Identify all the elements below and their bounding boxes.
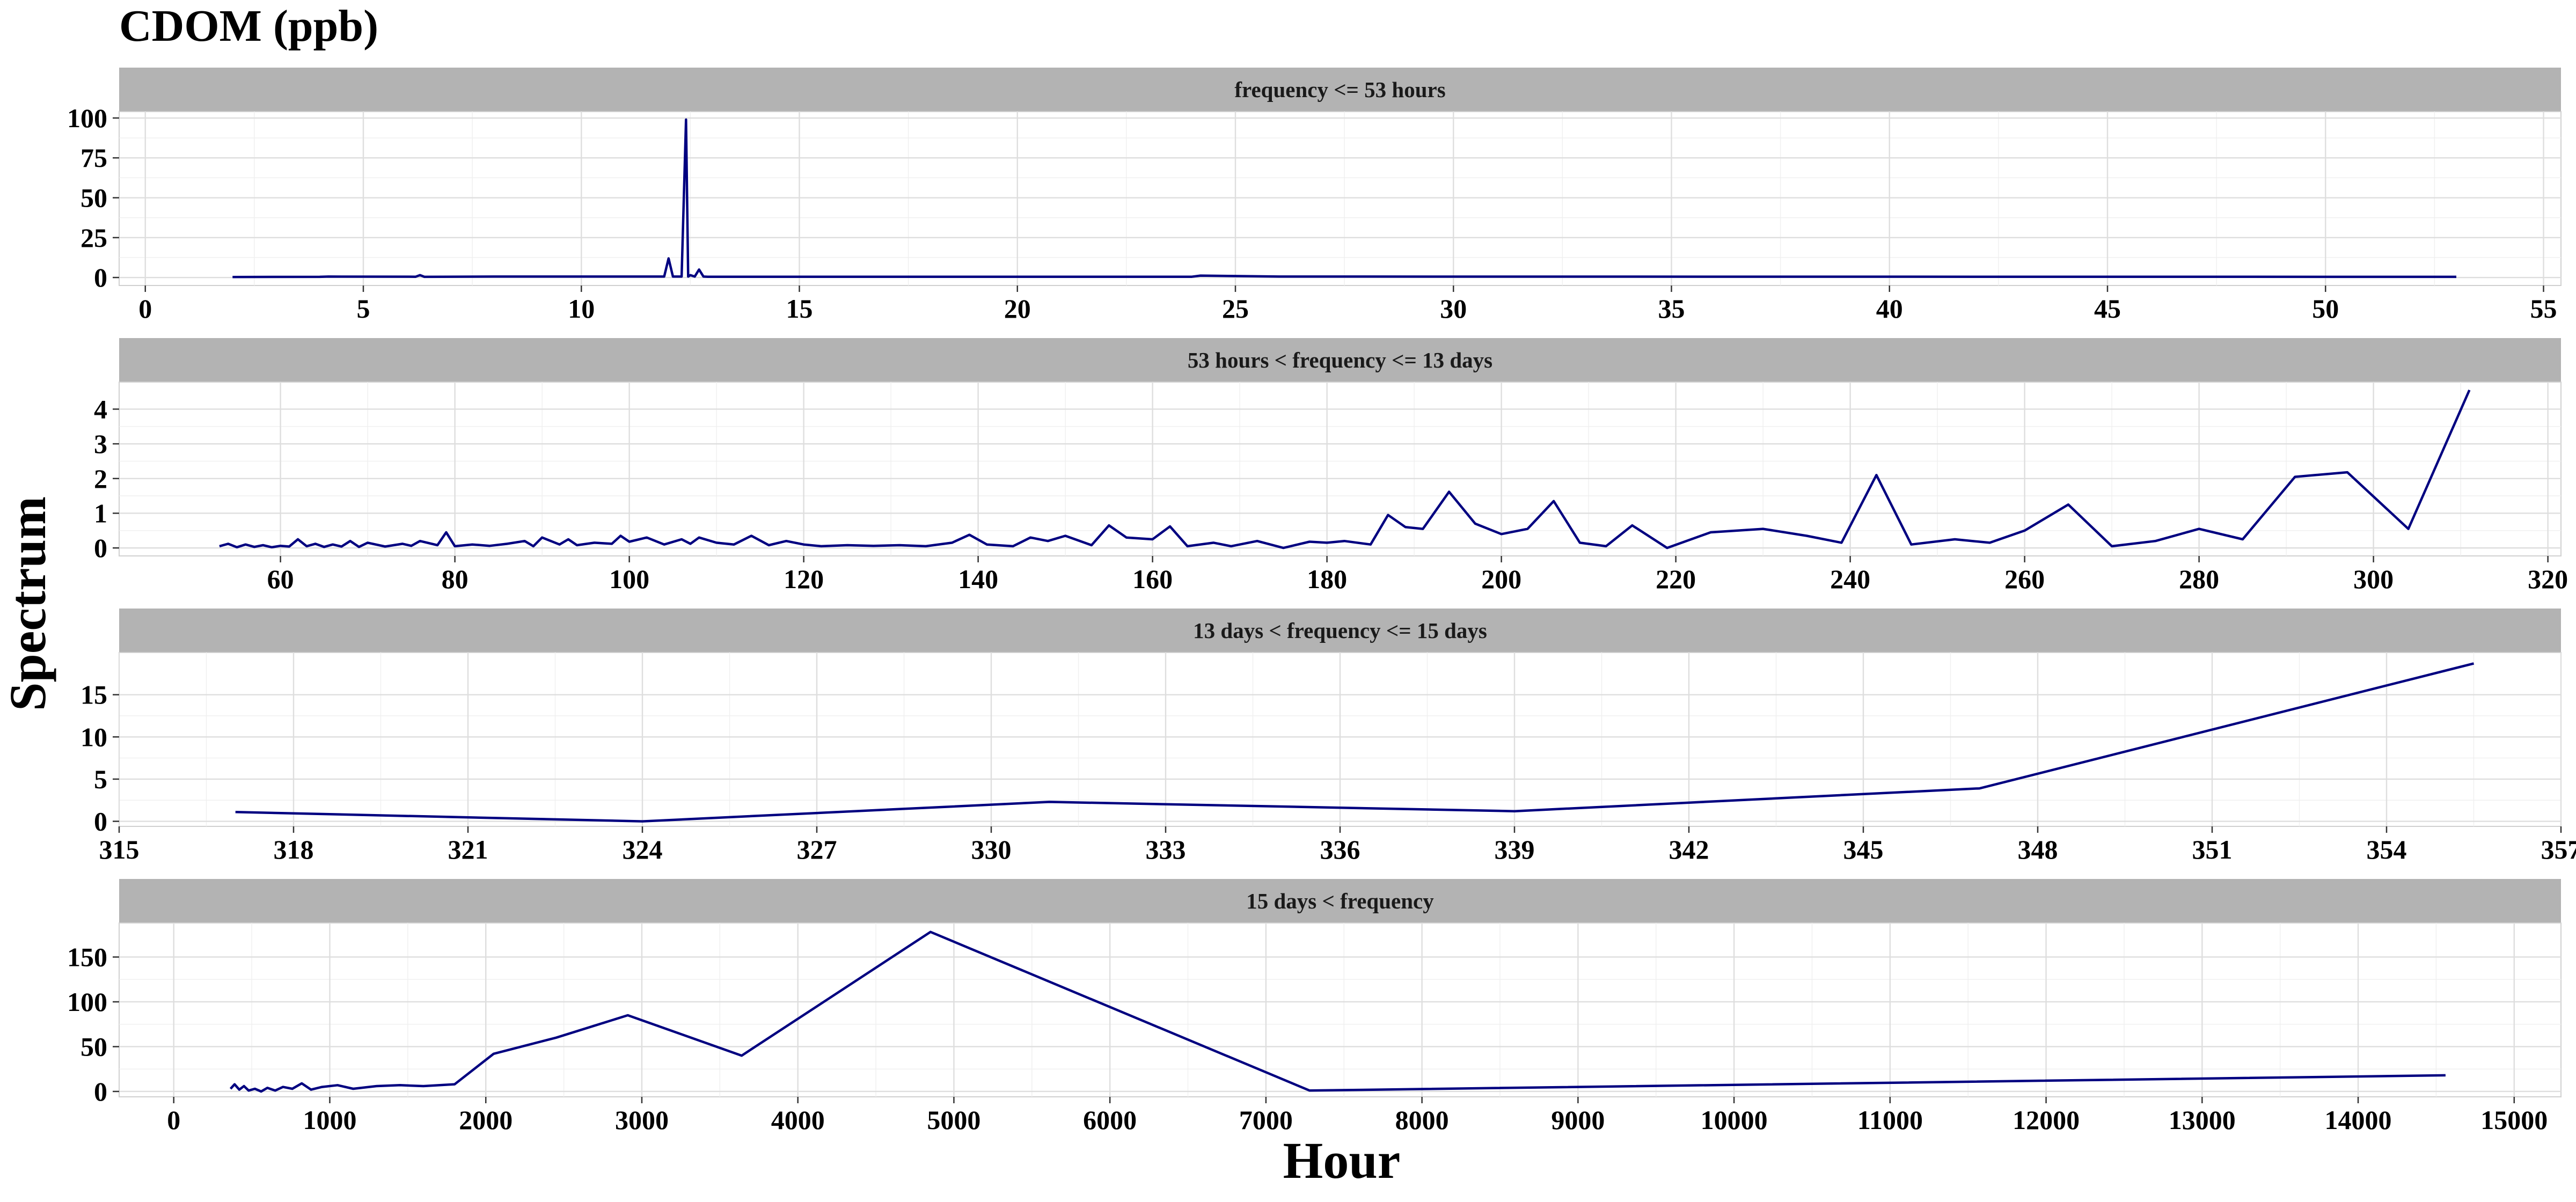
x-tick-label: 50 [2312,294,2339,324]
x-tick-label: 45 [2094,294,2121,324]
x-tick-label: 357 [2541,834,2576,864]
x-tick-label: 10 [568,294,595,324]
x-tick-label: 336 [1320,834,1360,864]
x-tick-label: 354 [2367,834,2407,864]
x-tick-label: 200 [1481,564,1521,594]
x-tick-label: 9000 [1551,1105,1605,1135]
panel-strip [119,338,2561,382]
spectrum-line [219,389,2471,549]
x-tick-label: 20 [1004,294,1031,324]
x-tick-label: 2000 [459,1105,513,1135]
y-axis-title: Spectrum [0,496,56,711]
panel-3: 13 days < frequency <= 15 days 315 318 321 3… [80,609,2576,864]
y-tick-label: 75 [80,143,107,173]
y-tick-label: 15 [80,680,107,710]
x-tick-label: 1000 [303,1105,356,1135]
x-tick-label: 180 [1307,564,1347,594]
x-tick-label: 55 [2530,294,2557,324]
x-tick-label: 330 [971,834,1012,864]
y-tick-label: 100 [67,103,107,133]
x-tick-label: 4000 [771,1105,825,1135]
y-tick-label: 10 [80,722,107,752]
x-tick-label: 15 [786,294,813,324]
chart-title: CDOM (ppb) [119,1,378,51]
x-tick-label: 12000 [2012,1105,2080,1135]
x-tick-label: 342 [1669,834,1709,864]
x-axis-title: Hour [1283,1132,1401,1189]
panel-1: frequency <= 53 hours 0 5 10 15 20 25 30 35 40 45 5… [67,68,2562,324]
x-tick-label: 140 [958,564,998,594]
spectrum-line [235,662,2475,823]
panel-strip [119,609,2561,653]
x-tick-label: 100 [609,564,649,594]
x-tick-label: 11000 [1857,1105,1923,1135]
y-tick-label: 1 [94,498,107,528]
x-tick-label: 345 [1843,834,1884,864]
spectrum-line [232,118,2457,278]
panel-strip [119,68,2561,112]
y-tick-label: 100 [67,987,107,1017]
panel-plot-area [119,922,2562,1097]
panel-strip-label: 15 days < frequency [1246,889,1434,913]
panel-strip [119,879,2561,923]
x-tick-label: 7000 [1239,1105,1293,1135]
y-tick-label: 5 [94,764,107,794]
x-tick-label: 14000 [2325,1105,2392,1135]
y-tick-label: 50 [80,183,107,213]
x-tick-label: 318 [274,834,314,864]
x-tick-label: 324 [623,834,663,864]
x-tick-label: 25 [1222,294,1249,324]
x-tick-label: 315 [99,834,140,864]
y-tick-label: 0 [94,262,107,292]
x-tick-label: 60 [267,564,294,594]
x-tick-label: 260 [2004,564,2045,594]
y-tick-label: 2 [94,464,107,494]
panel-strip-label: 53 hours < frequency <= 13 days [1188,348,1492,372]
y-tick-label: 50 [80,1031,107,1061]
x-tick-label: 40 [1876,294,1903,324]
y-tick-label: 4 [94,394,107,424]
x-tick-label: 10000 [1701,1105,1768,1135]
x-tick-label: 220 [1656,564,1696,594]
x-tick-label: 160 [1132,564,1173,594]
panel-strip-label: frequency <= 53 hours [1234,77,1445,102]
x-tick-label: 120 [784,564,824,594]
x-tick-label: 13000 [2169,1105,2236,1135]
y-tick-label: 25 [80,223,107,253]
x-tick-label: 280 [2179,564,2219,594]
spectrum-line [229,930,2446,1093]
y-tick-label: 150 [67,942,107,972]
y-tick-label: 0 [94,1076,107,1106]
x-tick-label: 321 [448,834,488,864]
y-tick-label: 0 [94,807,107,837]
x-tick-label: 0 [167,1105,180,1135]
x-tick-label: 5 [357,294,370,324]
y-tick-label: 3 [94,429,107,459]
x-tick-label: 30 [1440,294,1467,324]
x-tick-label: 0 [138,294,152,324]
y-tick-label: 0 [94,533,107,563]
x-tick-label: 6000 [1083,1105,1137,1135]
x-tick-label: 320 [2528,564,2568,594]
x-tick-label: 5000 [927,1105,980,1135]
x-tick-label: 8000 [1395,1105,1449,1135]
panel-plot-area [119,382,2562,556]
panel-plot-area [119,111,2562,286]
x-tick-label: 348 [2018,834,2058,864]
x-tick-label: 240 [1830,564,1870,594]
x-tick-label: 35 [1658,294,1685,324]
x-tick-label: 15000 [2480,1105,2548,1135]
x-tick-label: 80 [442,564,469,594]
x-tick-label: 351 [2192,834,2233,864]
x-tick-label: 339 [1495,834,1535,864]
x-tick-label: 300 [2353,564,2394,594]
x-tick-label: 333 [1146,834,1186,864]
panel-strip-label: 13 days < frequency <= 15 days [1193,618,1487,643]
x-tick-label: 3000 [615,1105,669,1135]
x-tick-label: 327 [797,834,837,864]
